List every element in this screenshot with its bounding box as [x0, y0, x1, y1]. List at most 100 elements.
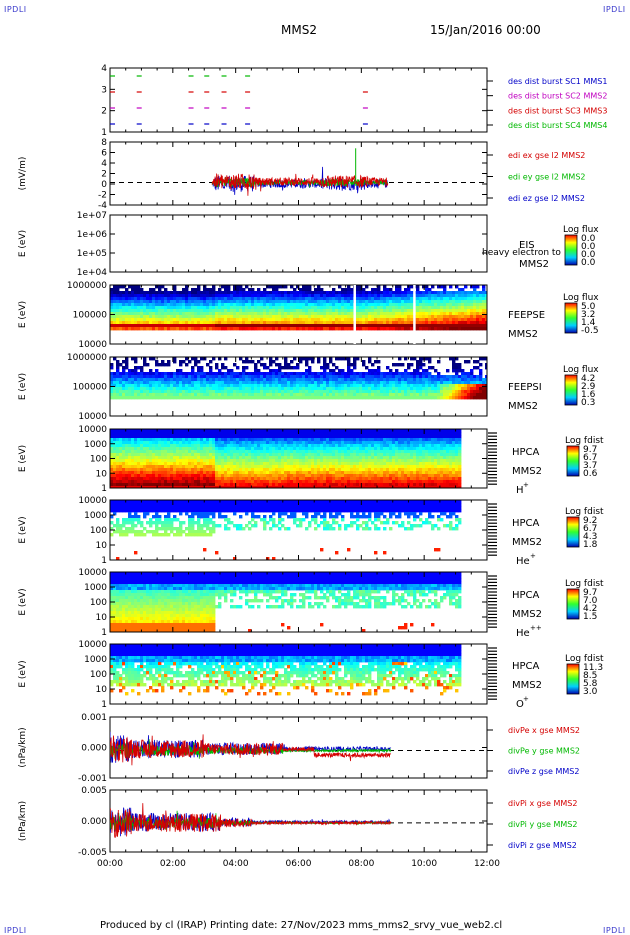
spectro-cell	[410, 303, 413, 306]
spectro-cell	[179, 312, 182, 315]
spectro-cell	[161, 375, 164, 378]
spectro-cell	[143, 393, 146, 396]
spectro-cell	[479, 324, 482, 327]
spectro-cell	[221, 321, 224, 324]
spectro-cell	[437, 390, 440, 393]
spectro-cell	[200, 459, 203, 462]
spectro-cell	[416, 324, 419, 327]
spectro-cell	[398, 294, 401, 297]
spectro-cell	[332, 321, 335, 324]
spectro-cell	[296, 306, 299, 309]
y-tick-label-feepsi: 10000	[78, 412, 107, 422]
spectro-cell	[119, 432, 122, 435]
y-tick-label-burst: 2	[101, 107, 107, 117]
spectro-cell	[206, 390, 209, 393]
spectro-cell	[245, 285, 248, 288]
spectro-cell	[176, 312, 179, 315]
spectro-cell	[164, 372, 167, 375]
spectro-cell	[122, 444, 125, 447]
spectro-cell	[350, 306, 353, 309]
spectro-cell	[245, 465, 248, 468]
spectro-cell	[173, 288, 176, 291]
spectro-cell	[389, 291, 392, 294]
spectro-cell	[473, 306, 476, 309]
spectro-cell	[299, 321, 302, 324]
spectro-cell	[437, 300, 440, 303]
spectro-cell	[479, 387, 482, 390]
spectro-cell	[266, 441, 269, 444]
spectro-cell	[194, 459, 197, 462]
spectro-cell	[305, 369, 308, 372]
spectro-cell	[437, 309, 440, 312]
spectro-cell	[374, 297, 377, 300]
spectro-cell	[149, 465, 152, 468]
spectro-cell	[137, 453, 140, 456]
spectro-cell	[284, 396, 287, 399]
y-tick-label-edi: 0	[101, 180, 107, 190]
spectro-cell	[431, 312, 434, 315]
spectro-cell	[230, 471, 233, 474]
spectro-cell	[368, 378, 371, 381]
spectro-cell	[146, 453, 149, 456]
spectro-cell	[173, 306, 176, 309]
spectro-cell	[275, 390, 278, 393]
spectro-cell	[194, 456, 197, 459]
spectro-cell	[245, 468, 248, 471]
spectro-cell	[326, 378, 329, 381]
spectro-cell	[185, 447, 188, 450]
spectro-cell	[410, 321, 413, 324]
spectro-cell	[233, 324, 236, 327]
spectro-cell	[227, 327, 230, 330]
spectro-cell	[350, 315, 353, 318]
spectro-cell	[260, 444, 263, 447]
spectro-cell	[440, 318, 443, 321]
spectro-cell	[233, 300, 236, 303]
spectro-cell	[476, 312, 479, 315]
spectro-cell	[272, 360, 275, 363]
spectro-cell	[251, 327, 254, 330]
spectro-cell	[395, 300, 398, 303]
spectro-cell	[197, 453, 200, 456]
spectro-cell	[206, 381, 209, 384]
spectro-cell	[257, 396, 260, 399]
spectro-cell	[278, 375, 281, 378]
spectro-cell	[191, 441, 194, 444]
spectro-cell	[182, 297, 185, 300]
spectro-cell	[284, 372, 287, 375]
spectro-cell	[176, 369, 179, 372]
spectro-cell	[215, 312, 218, 315]
spectro-cell	[284, 303, 287, 306]
spectro-cell	[116, 438, 119, 441]
spectro-cell	[389, 300, 392, 303]
spectro-cell	[227, 477, 230, 480]
spectro-cell	[392, 375, 395, 378]
spectro-cell	[194, 393, 197, 396]
spectro-cell	[329, 309, 332, 312]
spectro-cell	[389, 390, 392, 393]
spectro-cell	[227, 474, 230, 477]
spectro-cell	[380, 318, 383, 321]
spectro-cell	[140, 324, 143, 327]
spectro-cell	[314, 327, 317, 330]
spectro-cell	[116, 447, 119, 450]
spectro-cell	[293, 432, 296, 435]
spectro-cell	[380, 324, 383, 327]
spectro-cell	[395, 297, 398, 300]
spectro-cell	[281, 315, 284, 318]
spectro-cell	[464, 327, 467, 330]
spectro-cell	[176, 321, 179, 324]
spectro-cell	[116, 390, 119, 393]
spectro-cell	[200, 366, 203, 369]
spectro-cell	[410, 315, 413, 318]
spectro-cell	[167, 393, 170, 396]
spectro-cell	[317, 327, 320, 330]
spectro-cell	[461, 324, 464, 327]
spectro-cell	[461, 393, 464, 396]
spectro-cell	[332, 375, 335, 378]
spectro-cell	[272, 483, 275, 486]
spectro-cell	[365, 396, 368, 399]
spectro-cell	[320, 297, 323, 300]
spectro-cell	[188, 300, 191, 303]
spectro-cell	[224, 465, 227, 468]
spectro-cell	[197, 396, 200, 399]
